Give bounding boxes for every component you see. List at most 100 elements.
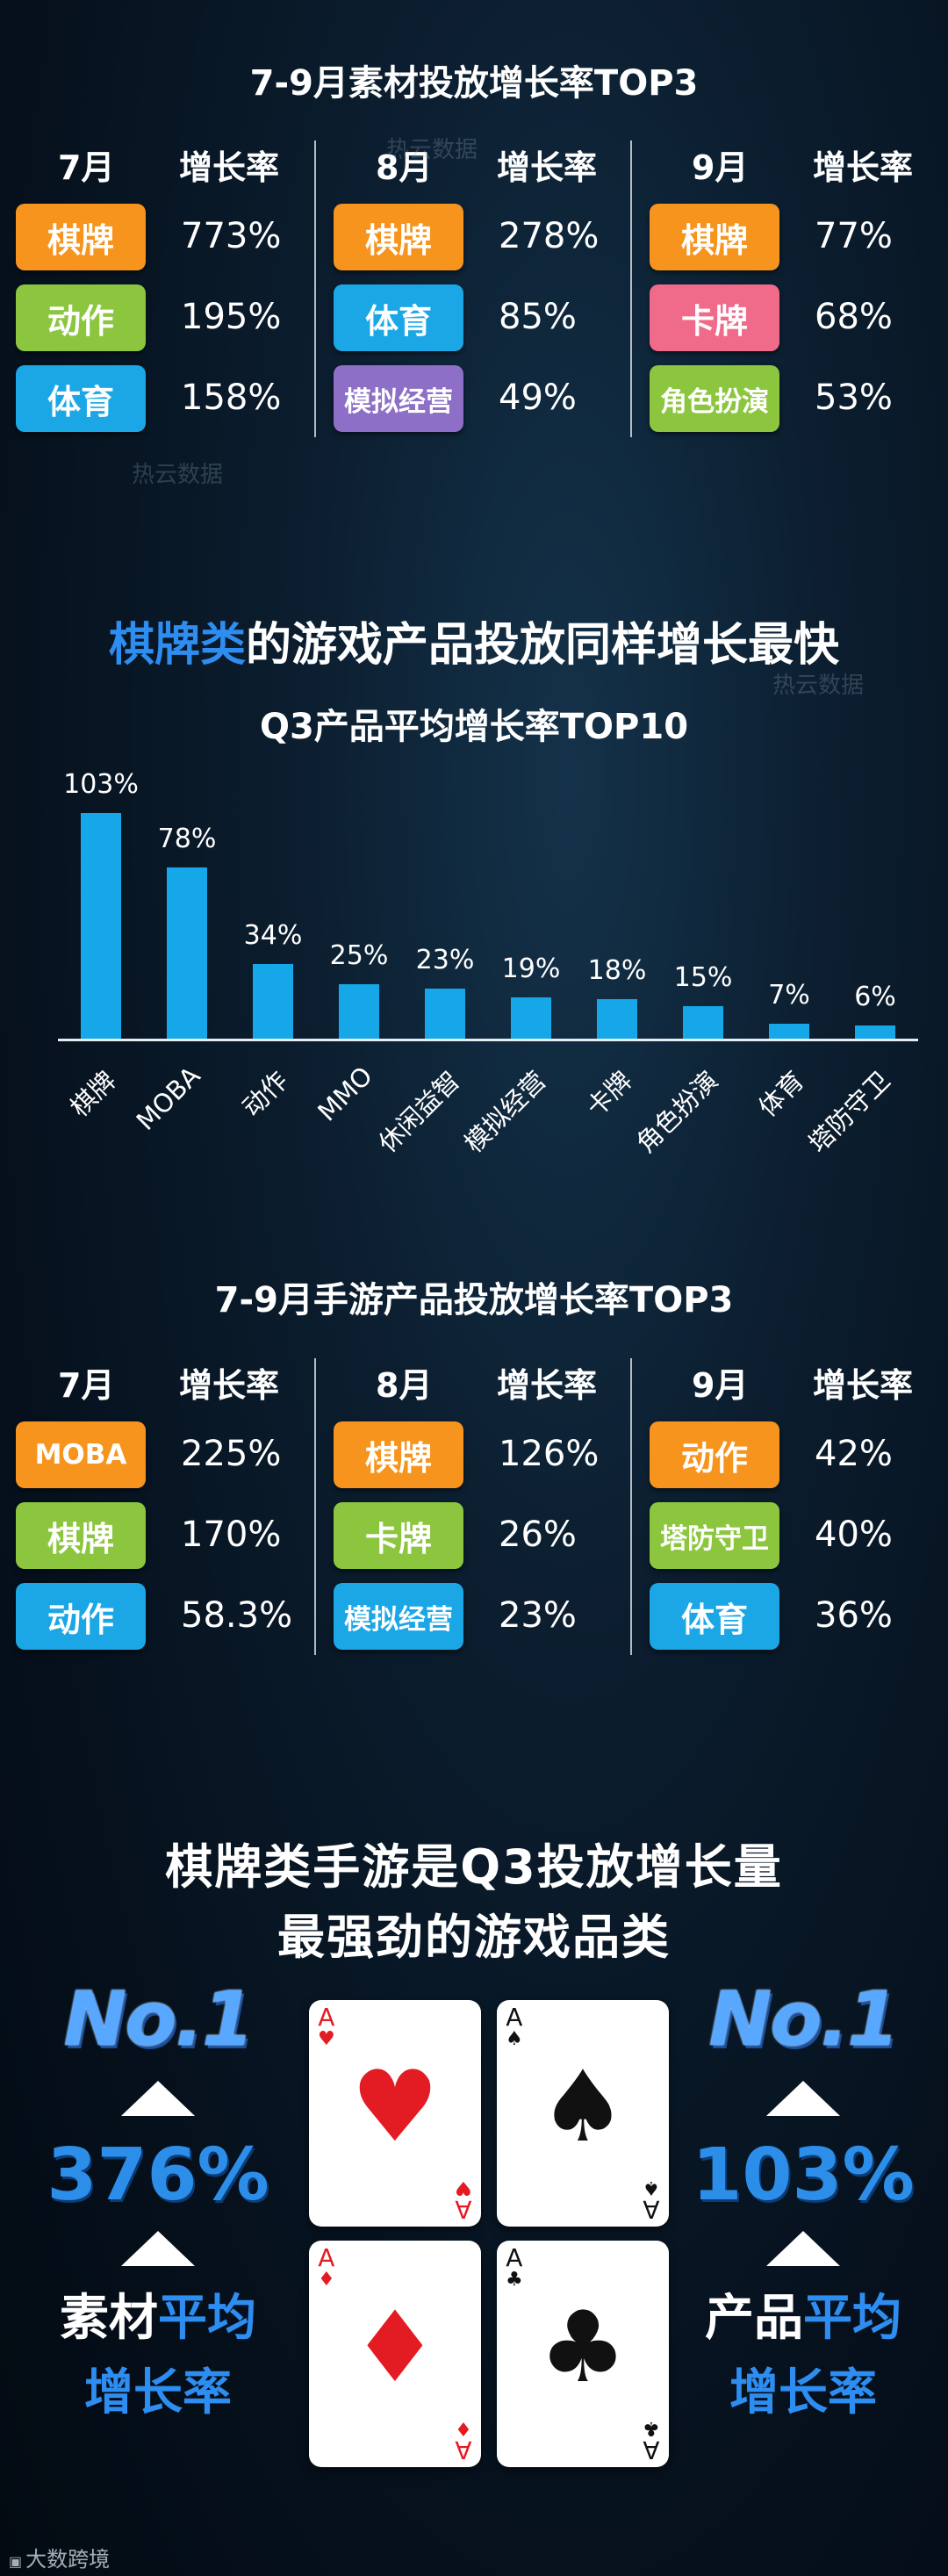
rate-header: 增长率: [813, 1366, 914, 1405]
card-rank-text: A: [506, 2243, 523, 2272]
card-suit-small: ♥: [318, 2028, 335, 2050]
data-label: 7%: [768, 979, 810, 1011]
chart-title: Q3产品平均增长率TOP10: [259, 707, 689, 747]
category-badge: 卡牌: [334, 1502, 463, 1569]
category-badge: 塔防守卫: [650, 1502, 779, 1569]
bar: [339, 983, 379, 1039]
right-label-blue: 平均: [803, 2290, 901, 2347]
bar: [597, 999, 637, 1039]
category-badge: 动作: [16, 284, 146, 351]
rate-header: 增长率: [497, 148, 598, 187]
category-badge: 棋牌: [16, 1502, 146, 1569]
category-badge: 棋牌: [334, 1421, 463, 1488]
headline-2: 棋牌类的游戏产品投放同样增长最快: [0, 608, 948, 673]
left-stat: No.1 376% 素材平均 增长率: [26, 1975, 290, 2502]
category-badge: 体育: [16, 365, 146, 432]
growth-rate: 195%: [181, 297, 282, 337]
month-header: 9月: [692, 1366, 749, 1405]
watermark-text: 热云数据: [772, 673, 865, 699]
growth-rate: 85%: [499, 297, 577, 337]
card-rank-text: A: [643, 2436, 660, 2464]
right-label: 产品平均: [672, 2278, 935, 2349]
card-rank: A ♦: [455, 2417, 472, 2464]
category-badge: 模拟经营: [334, 1583, 463, 1650]
month-header: 8月: [376, 148, 433, 187]
bar: [81, 812, 121, 1039]
bar: [683, 1005, 723, 1039]
headline-4-line1: 棋牌类手游是Q3投放增长量: [165, 1839, 783, 1895]
playing-card: A ♠ ♠ A ♠: [497, 2000, 669, 2227]
category-badge: 体育: [650, 1583, 779, 1650]
chevron-up-icon: [121, 2081, 195, 2116]
bar: [253, 964, 293, 1039]
playing-card: A ♣ ♣ A ♣: [497, 2241, 669, 2467]
category-badge: 体育: [334, 284, 463, 351]
growth-rate: 170%: [181, 1515, 282, 1555]
month-header: 8月: [376, 1366, 433, 1405]
headline-highlight: 棋牌类: [108, 619, 246, 672]
column-divider: [314, 1358, 316, 1655]
category-badge: 卡牌: [650, 284, 779, 351]
data-label: 15%: [673, 961, 733, 993]
card-suit-icon: ♥: [350, 2050, 440, 2164]
data-label: 34%: [243, 920, 303, 951]
bar-chart: 103% 棋牌 78% MOBA 34% 动作 25% MMO 23% 休闲益智 19% 模拟经营 18…: [0, 0, 948, 1194]
x-tick-label: 体育: [752, 1065, 810, 1123]
category-badge: 棋牌: [650, 204, 779, 270]
category-badge: 棋牌: [334, 204, 463, 270]
growth-rate: 126%: [499, 1434, 600, 1474]
left-label2: 增长率: [84, 2364, 232, 2421]
card-rank: A ♥: [318, 2005, 335, 2049]
data-label: 19%: [501, 953, 561, 984]
data-label: 103%: [63, 768, 139, 800]
month-header: 7月: [58, 1366, 115, 1405]
column-divider: [630, 1358, 632, 1655]
growth-rate: 23%: [499, 1595, 577, 1636]
category-badge: 动作: [16, 1583, 146, 1650]
watermark: 热云数据: [772, 667, 864, 700]
x-tick-label: 动作: [236, 1065, 294, 1123]
x-tick-label: 模拟经营: [458, 1065, 552, 1159]
category-badge: 角色扮演: [650, 365, 779, 432]
data-label: 25%: [329, 939, 389, 971]
logo-text: 大数跨境: [25, 2547, 111, 2572]
card-rank-text: A: [643, 2195, 660, 2224]
category-badge: 棋牌: [16, 204, 146, 270]
card-rank: A ♥: [455, 2177, 472, 2224]
card-rank-text: A: [455, 2436, 472, 2464]
growth-rate: 58.3%: [181, 1595, 293, 1636]
card-rank: A ♦: [318, 2246, 335, 2290]
growth-rate: 278%: [499, 216, 600, 256]
x-tick-label: 卡牌: [580, 1065, 638, 1123]
card-rank: A ♠: [506, 2005, 523, 2049]
bar: [167, 867, 207, 1039]
playing-card: A ♥ ♥ A ♥: [309, 2000, 481, 2227]
card-suit-small: ♦: [455, 2417, 472, 2439]
footer-logo: ▣ 大数跨境: [9, 2542, 110, 2572]
column-divider: [630, 140, 632, 437]
data-label: 6%: [854, 982, 896, 1012]
right-rank: No.1: [708, 1975, 900, 2063]
section1-title: 7-9月素材投放增长率TOP3: [249, 63, 699, 104]
bar: [769, 1023, 809, 1039]
category-badge: 模拟经营: [334, 365, 463, 432]
logo-icon: ▣: [9, 2553, 23, 2570]
headline-4-line2: 最强劲的游戏品类: [277, 1910, 671, 1965]
x-tick-label: 休闲益智: [372, 1065, 466, 1159]
card-rank-text: A: [318, 2243, 335, 2272]
column-divider: [314, 140, 316, 437]
x-tick-label: 塔防守卫: [802, 1065, 896, 1159]
section3-title: 7-9月手游产品投放增长率TOP3: [214, 1280, 734, 1320]
category-badge: MOBA: [16, 1421, 146, 1488]
watermark: 热云数据: [132, 457, 223, 489]
data-label: 23%: [415, 944, 475, 975]
growth-rate: 773%: [181, 216, 282, 256]
card-suit-small: ♣: [506, 2269, 523, 2291]
month-header: 7月: [58, 148, 115, 187]
bar: [855, 1025, 895, 1039]
playing-card: A ♦ ♦ A ♦: [309, 2241, 481, 2467]
bar: [425, 988, 465, 1039]
card-rank-text: A: [506, 2003, 523, 2032]
card-suit-icon: ♦: [350, 2291, 440, 2405]
rate-header: 增长率: [497, 1366, 598, 1405]
